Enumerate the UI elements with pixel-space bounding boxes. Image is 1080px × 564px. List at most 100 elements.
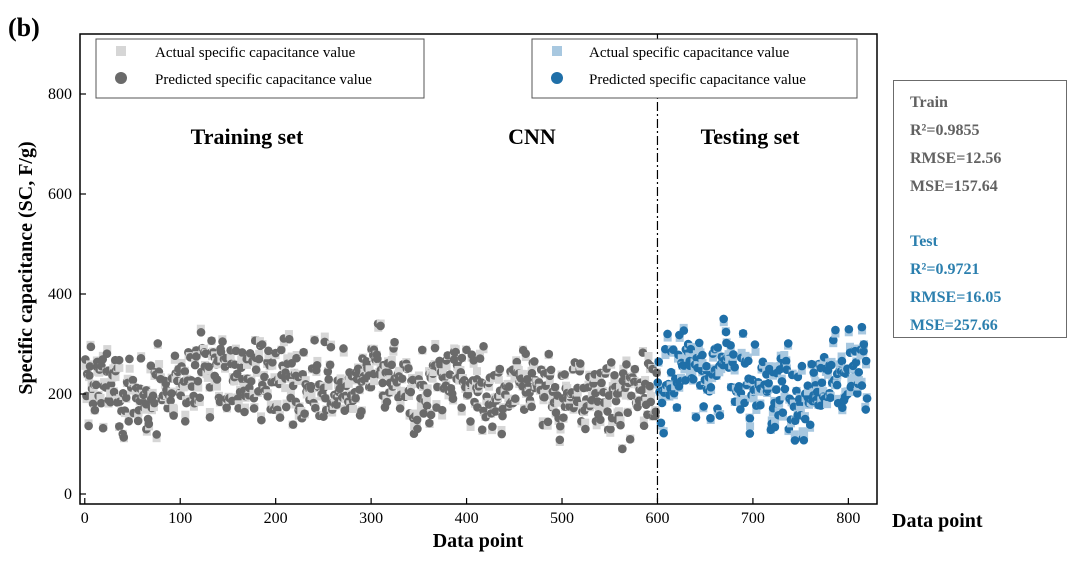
x-tick-label: 100 — [168, 510, 192, 527]
train-predicted-point — [433, 382, 442, 392]
train-predicted-point — [491, 407, 500, 416]
x-tick-label: 600 — [645, 510, 669, 527]
train-predicted-point — [445, 370, 455, 379]
test-predicted-point — [736, 405, 745, 414]
train-predicted-point — [85, 362, 95, 371]
x-tick-label: 700 — [741, 510, 765, 527]
train-predicted-point — [190, 360, 200, 370]
train-predicted-point — [646, 397, 656, 407]
train-actual-point — [475, 349, 484, 358]
test-predicted-point — [783, 339, 793, 348]
test-predicted-point — [778, 408, 788, 417]
plot-frame — [79, 33, 878, 505]
train-predicted-point — [550, 382, 560, 392]
train-actual-point — [283, 354, 292, 363]
train-actual-point — [646, 392, 655, 401]
train-actual-point — [610, 375, 619, 384]
train-actual-point — [115, 363, 124, 372]
train-actual-point — [264, 351, 273, 360]
train-predicted-point — [622, 360, 631, 369]
test-actual-point — [800, 431, 809, 440]
train-predicted-point — [426, 410, 436, 420]
train-actual-point — [429, 368, 438, 377]
train-predicted-point — [417, 345, 427, 355]
train-predicted-point — [575, 359, 585, 368]
train-predicted-point — [355, 385, 364, 394]
train-predicted-point — [639, 421, 649, 431]
train-actual-point — [281, 384, 290, 393]
train-actual-point — [616, 416, 625, 425]
train-predicted-point — [251, 365, 261, 375]
test-actual-point — [725, 355, 734, 364]
train-predicted-point — [522, 375, 532, 384]
train-actual-point — [494, 375, 503, 384]
training-set-annotation: Training set — [191, 124, 304, 149]
train-predicted-point — [152, 430, 161, 439]
y-tick-label: 800 — [48, 86, 72, 103]
train-predicted-point — [645, 381, 655, 391]
train-actual-point — [286, 388, 295, 397]
test-predicted-point — [828, 335, 838, 345]
train-predicted-point — [170, 351, 180, 361]
train-predicted-point — [306, 384, 316, 393]
legend-right-predicted-label: Predicted specific capacitance value — [589, 72, 806, 88]
train-predicted-point — [448, 394, 458, 403]
train-predicted-point — [187, 382, 197, 391]
test-predicted-point — [809, 368, 818, 377]
train-actual-point — [438, 411, 447, 420]
train-actual-point — [181, 410, 190, 419]
train-predicted-point — [148, 391, 158, 401]
train-predicted-point — [167, 389, 176, 398]
train-predicted-point — [180, 416, 190, 426]
test-predicted-point — [756, 400, 765, 410]
train-predicted-point — [390, 337, 399, 347]
test-predicted-point — [799, 435, 809, 445]
test-predicted-point — [719, 314, 728, 324]
train-predicted-point — [546, 365, 556, 375]
train-predicted-point — [119, 433, 129, 442]
train-actual-point — [365, 365, 374, 374]
train-actual-point — [287, 352, 296, 361]
train-predicted-point — [610, 370, 619, 380]
train-predicted-point — [559, 413, 568, 422]
test-predicted-point — [699, 402, 708, 411]
legend-right-box — [531, 38, 858, 99]
test-actual-point — [796, 405, 805, 414]
test-predicted-point — [713, 343, 723, 352]
test-predicted-point — [790, 436, 800, 445]
test-actual-point — [797, 366, 806, 375]
train-actual-point — [510, 374, 519, 383]
test-predicted-point — [807, 359, 816, 369]
train-actual-point — [324, 381, 333, 390]
test-mse: MSE=257.66 — [910, 317, 998, 334]
test-actual-point — [749, 394, 758, 403]
x-tick-label: 0 — [81, 510, 89, 527]
train-predicted-point — [215, 397, 225, 407]
train-predicted-point — [596, 415, 605, 425]
train-predicted-point — [281, 402, 291, 412]
y-tick-label: 600 — [48, 186, 72, 203]
train-predicted-point — [237, 348, 247, 357]
test-predicted-point — [770, 422, 780, 432]
train-predicted-point — [128, 375, 138, 385]
train-actual-point — [387, 356, 396, 365]
train-predicted-point — [102, 349, 112, 359]
train-predicted-point — [437, 405, 447, 415]
train-actual-point — [124, 412, 133, 421]
train-predicted-point — [630, 364, 640, 374]
test-predicted-point — [750, 340, 760, 349]
train-predicted-point — [466, 417, 475, 426]
train-actual-point — [603, 399, 612, 408]
train-actual-point — [155, 360, 164, 369]
train-predicted-point — [504, 382, 514, 391]
x-tick-label: 800 — [836, 510, 860, 527]
train-actual-point — [349, 405, 358, 414]
train-predicted-point — [150, 398, 159, 408]
train-actual-point — [230, 377, 239, 386]
train-actual-point — [125, 364, 134, 373]
train-predicted-point — [310, 335, 319, 345]
train-predicted-point — [652, 368, 661, 378]
train-actual-point — [226, 352, 235, 361]
train-predicted-point — [195, 393, 205, 403]
train-predicted-point — [543, 417, 553, 427]
